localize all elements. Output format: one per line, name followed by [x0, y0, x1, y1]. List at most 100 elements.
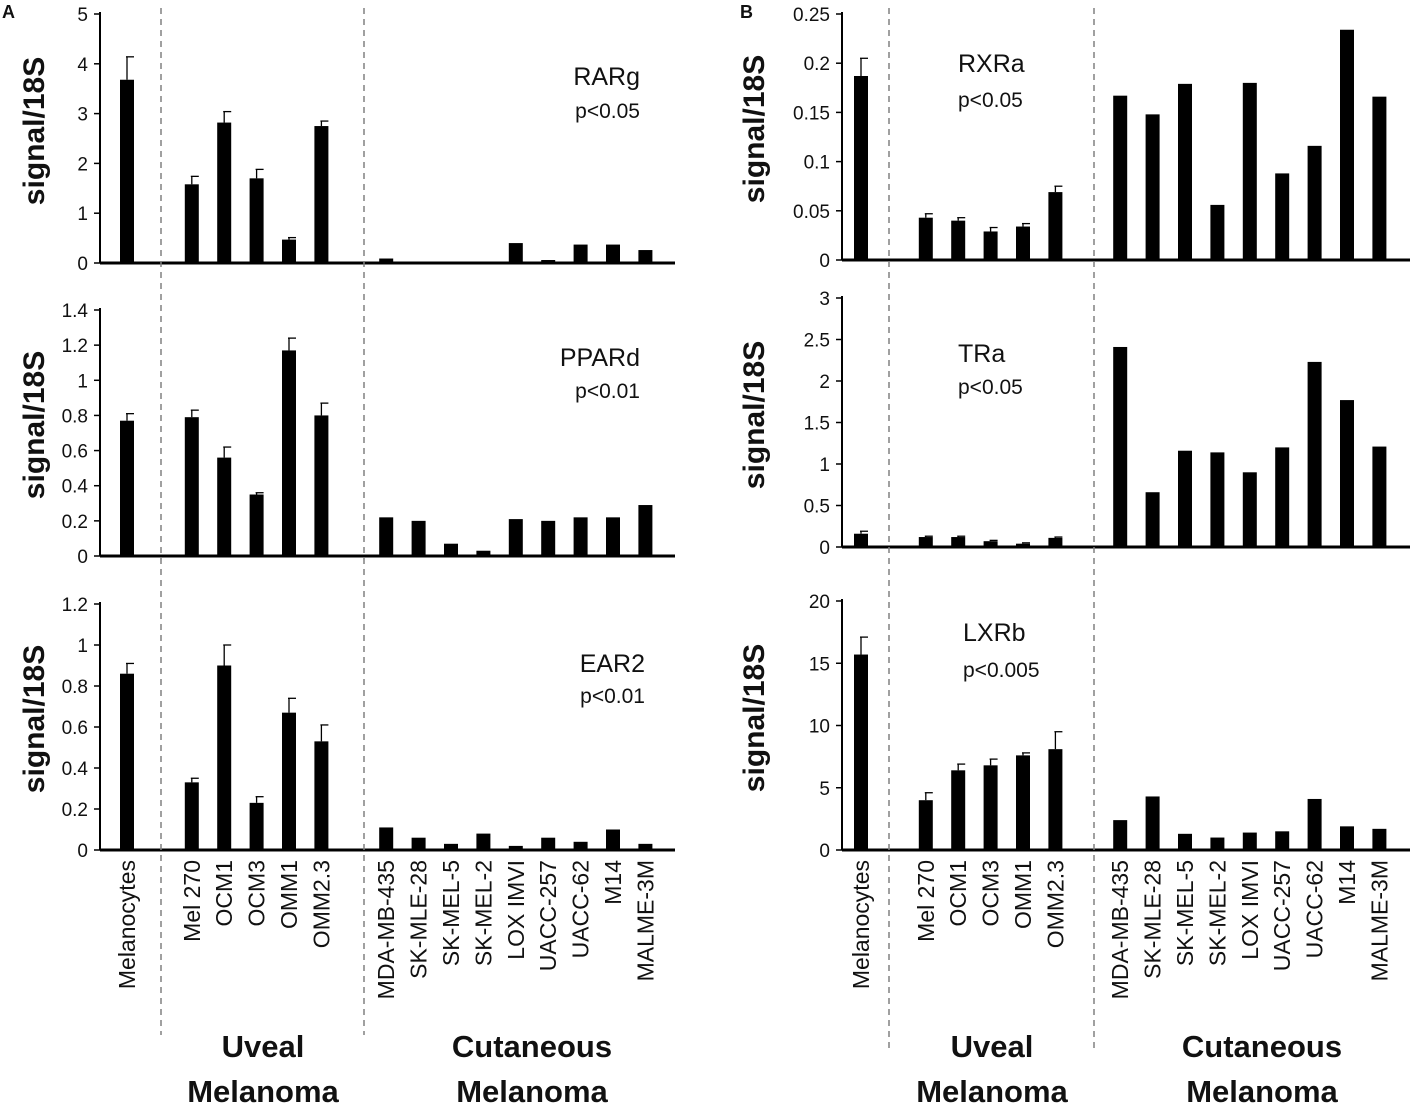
bar-malme-3m	[1372, 828, 1387, 850]
x-tick-label-omm1: OMM1	[276, 860, 302, 929]
y-tick-label: 15	[809, 654, 830, 675]
bar-mel-270	[184, 184, 199, 263]
bar-ocm1	[217, 122, 232, 264]
chart-title: TRa	[958, 340, 1005, 368]
y-tick-label: 0	[77, 254, 88, 275]
chart-title: RXRa	[958, 50, 1025, 78]
chart-rxra: 0 0.05 0.1 0.15 0.2 0.25 signal/18S RXRa p<0.05	[738, 5, 1410, 272]
bar-ocm3	[249, 178, 264, 263]
bar-melanocytes	[854, 533, 868, 547]
bar-sk-mle-28	[1145, 492, 1160, 547]
bar-sk-mel-5	[1178, 450, 1192, 547]
bar-m14	[1340, 826, 1354, 850]
y-tick-label: 4	[77, 55, 88, 76]
bar-sk-mel-2	[1210, 204, 1225, 260]
bar-sk-mle-28	[1145, 796, 1160, 850]
bar-sk-mel-2	[1210, 837, 1225, 850]
p-value-label: p<0.01	[580, 685, 645, 708]
bar-mda-mb-435	[1113, 820, 1128, 850]
y-tick-label: 1	[77, 204, 88, 225]
bar-ocm3	[983, 765, 998, 850]
bar-sk-mle-28	[411, 261, 426, 263]
y-axis-label: signal/18S	[738, 341, 771, 489]
y-tick-label: 0.15	[793, 103, 830, 124]
panel-label-a: A	[2, 2, 15, 22]
y-axis-label: signal/18S	[18, 645, 51, 793]
chart-title: PPARd	[560, 344, 640, 372]
bar-uacc-257	[1275, 447, 1290, 547]
bar-uacc-62	[573, 841, 588, 850]
bar-uacc-62	[1307, 145, 1322, 260]
x-tick-label-melanocytes: Melanocytes	[848, 860, 874, 989]
x-tick-label-sk-mel-2: SK-MEL-2	[1204, 860, 1230, 966]
p-value-label: p<0.01	[575, 380, 640, 403]
chart-title: RARg	[573, 63, 640, 91]
bar-sk-mle-28	[1145, 114, 1160, 260]
x-tick-label-mel-270: Mel 270	[179, 860, 205, 942]
x-tick-label-ocm1: OCM1	[945, 860, 971, 926]
chart-title: EAR2	[580, 650, 645, 678]
bar-omm2-3	[1048, 192, 1063, 260]
chart-ppard: 0 0.2 0.4 0.6 0.8 1 1.2 1.4 signal/18S PPARd p<0.0…	[18, 301, 675, 568]
bar-mel-270	[918, 217, 933, 260]
y-tick-label: 0	[77, 547, 88, 568]
x-tick-label-uacc-257: UACC-257	[535, 860, 561, 971]
y-tick-label: 0.6	[62, 442, 88, 463]
y-axis-label: signal/18S	[18, 57, 51, 205]
group-label-melanoma-cutaneous-a: Melanoma	[456, 1074, 608, 1109]
y-tick-label: 1.2	[62, 336, 88, 357]
bar-mda-mb-435	[379, 827, 394, 850]
bar-m14	[1340, 400, 1354, 547]
x-tick-label-ocm3: OCM3	[978, 860, 1004, 926]
bar-ocm1	[951, 220, 966, 260]
bar-ocm3	[249, 494, 264, 556]
bar-omm2-3	[314, 126, 329, 263]
bar-malme-3m	[638, 250, 653, 263]
x-tick-label-m14: M14	[1334, 860, 1360, 905]
x-tick-label-omm2-3: OMM2.3	[308, 860, 334, 948]
bar-mda-mb-435	[379, 258, 394, 263]
bar-mel-270	[184, 782, 199, 850]
bar-mda-mb-435	[379, 517, 394, 556]
x-tick-label-mda-mb-435: MDA-MB-435	[1107, 860, 1133, 999]
y-tick-label: 0	[819, 251, 830, 272]
group-label-melanoma-cutaneous-b: Melanoma	[1186, 1074, 1338, 1109]
bar-omm1	[1016, 755, 1030, 850]
y-tick-label: 0.2	[62, 800, 88, 821]
bar-uacc-257	[541, 260, 556, 263]
bar-sk-mle-28	[411, 520, 426, 556]
y-tick-label: 2	[819, 372, 830, 393]
p-value-label: p<0.005	[963, 659, 1040, 682]
x-tick-label-sk-mel-2: SK-MEL-2	[470, 860, 496, 966]
y-tick-label: 0	[819, 538, 830, 559]
x-tick-label-ocm1: OCM1	[211, 860, 237, 926]
y-tick-label: 20	[809, 592, 830, 613]
chart-title: LXRb	[963, 619, 1026, 647]
x-tick-label-omm1: OMM1	[1010, 860, 1036, 929]
bar-m14	[606, 517, 620, 556]
bar-ocm1	[217, 665, 232, 850]
group-label-cutaneous-a: Cutaneous	[452, 1029, 612, 1064]
bar-m14	[606, 244, 620, 263]
chart-rarg: 0 1 2 3 4 5 signal/18S RARg p<0.05	[18, 5, 675, 275]
bar-uacc-257	[1275, 173, 1290, 260]
x-tick-label-uacc-62: UACC-62	[568, 860, 594, 958]
y-tick-label: 0.8	[62, 406, 88, 427]
y-tick-label: 0.4	[62, 759, 89, 780]
y-tick-label: 0.2	[62, 512, 88, 533]
bar-ocm1	[951, 770, 966, 850]
bar-malme-3m	[638, 505, 653, 556]
x-tick-label-mel-270: Mel 270	[913, 860, 939, 942]
bar-lox-imvi	[508, 519, 523, 556]
bar-sk-mel-2	[1210, 452, 1225, 547]
bar-lox-imvi	[1242, 832, 1257, 850]
bar-lox-imvi	[1242, 82, 1257, 260]
bar-sk-mle-28	[411, 837, 426, 850]
bar-mel-270	[918, 537, 933, 547]
x-tick-label-mda-mb-435: MDA-MB-435	[373, 860, 399, 999]
bar-mel-270	[184, 417, 199, 556]
y-tick-label: 1.5	[804, 414, 830, 435]
y-tick-label: 0.6	[62, 718, 88, 739]
bar-omm1	[282, 239, 296, 263]
